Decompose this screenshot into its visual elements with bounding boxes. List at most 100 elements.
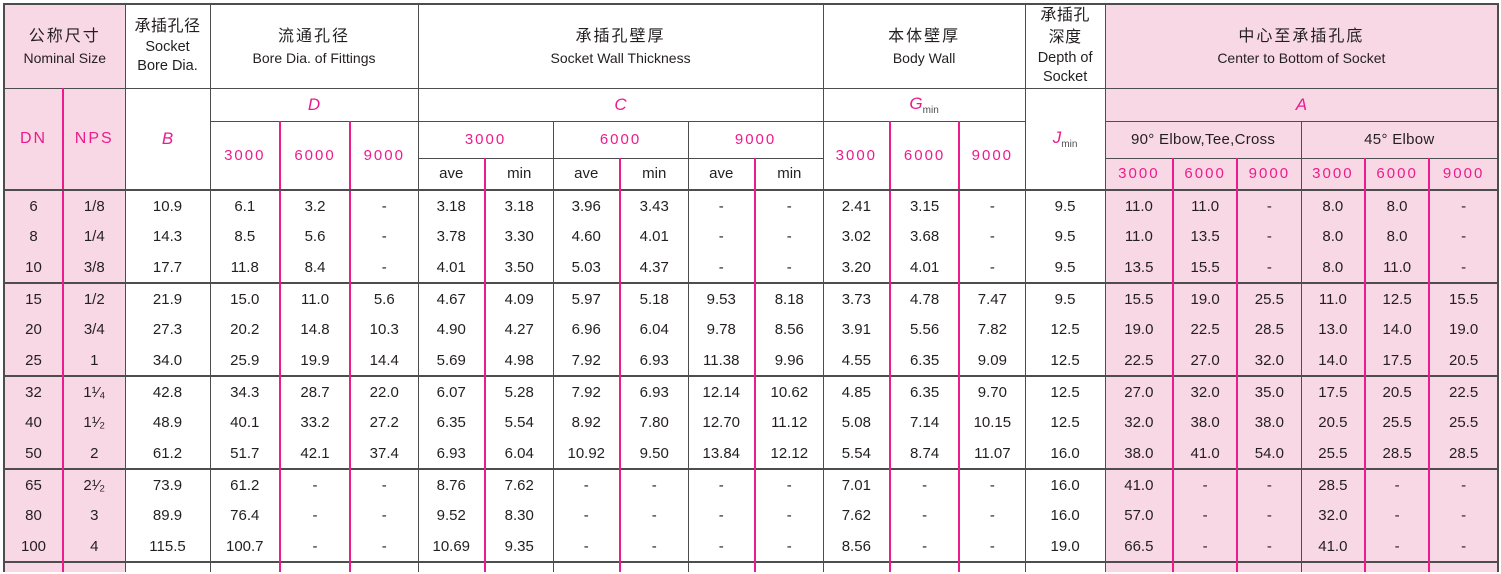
cell: 3 [63, 500, 126, 531]
cell: - [1237, 252, 1302, 283]
cell: 57.0 [1105, 500, 1175, 531]
header-a90-3000: 3000 [1105, 158, 1175, 190]
cell: 100.7 [210, 531, 282, 562]
cell: 4.01 [890, 252, 961, 283]
cell: 10.69 [418, 531, 487, 562]
cell: 16.0 [1025, 438, 1106, 469]
cell: - [1173, 500, 1239, 531]
cell: 20.5 [1301, 407, 1367, 438]
socket-depth-en2: Socket [1042, 69, 1088, 86]
header-elbow-90: 90° Elbow,Tee,Cross [1105, 121, 1302, 159]
cell: 25.5 [1301, 438, 1367, 469]
cell: 54.0 [1237, 438, 1302, 469]
cell [1237, 562, 1302, 572]
cell [553, 562, 622, 572]
cell: 6.35 [890, 376, 961, 407]
table-row: 25 1 34.0 25.9 19.9 14.4 5.69 4.98 7.92 6.93 11.38… [4, 345, 1499, 376]
body-wall-en: Body Wall [892, 50, 956, 67]
cell: 19.0 [1105, 314, 1175, 345]
cell: 3.30 [485, 221, 554, 252]
header-g-6000: 6000 [890, 121, 961, 191]
cell: 3.68 [890, 221, 961, 252]
cell: - [959, 531, 1026, 562]
cell: 61.2 [210, 469, 282, 500]
cell: 19.9 [280, 345, 352, 376]
cell: 48.9 [125, 407, 211, 438]
cell: 28.5 [1237, 314, 1302, 345]
header-c3000-ave: ave [418, 158, 487, 190]
table-body: 6 1/8 10.9 6.1 3.2-3.18 3.18 3.96 3.43- -2.41 3.1… [4, 190, 1499, 572]
socket-bore-en2: Bore Dia. [137, 58, 198, 75]
cell [1105, 562, 1175, 572]
cell: 6.96 [553, 314, 622, 345]
cell: 10.62 [755, 376, 824, 407]
cell: 8.0 [1365, 221, 1431, 252]
cell: 3/8 [63, 252, 126, 283]
cell: - [1237, 500, 1302, 531]
cell [350, 562, 419, 572]
cell: 1/8 [63, 190, 126, 221]
cell: 32.0 [1105, 407, 1175, 438]
cell: 20 [4, 314, 64, 345]
cell: 6.93 [620, 345, 689, 376]
cell: - [280, 531, 352, 562]
header-g-3000: 3000 [823, 121, 892, 191]
header-a45-3000: 3000 [1301, 158, 1367, 190]
cell: - [280, 500, 352, 531]
header-a90-6000: 6000 [1173, 158, 1239, 190]
header-sym-g: Gmin [823, 88, 1026, 122]
cell: 32 [4, 376, 64, 407]
socket-wall-en: Socket Wall Thickness [550, 50, 691, 67]
cell: 8.56 [755, 314, 824, 345]
cell: - [553, 531, 622, 562]
cell: 17.5 [1365, 345, 1431, 376]
header-row-sections: 公称尺寸 Nominal Size 承插孔径 Socket Bore Dia. … [4, 4, 1499, 89]
cell: - [959, 221, 1026, 252]
header-socket-bore: 承插孔径 Socket Bore Dia. [125, 4, 211, 89]
cell: 3/4 [63, 314, 126, 345]
cell [210, 562, 282, 572]
cell: 28.7 [280, 376, 352, 407]
cell: 15 [4, 283, 64, 314]
table-row: 15 1/2 21.9 15.0 11.0 5.6 4.67 4.09 5.97 5.18 9.53… [4, 283, 1499, 314]
cell: 12.5 [1025, 376, 1106, 407]
cell: 13.84 [688, 438, 757, 469]
cell: 7.62 [485, 469, 554, 500]
cell: 5.69 [418, 345, 487, 376]
header-c9000-min: min [755, 158, 824, 190]
cell: - [620, 500, 689, 531]
header-row-classes: 3000 6000 9000 3000 6000 9000 3000 6000 … [4, 121, 1499, 191]
cell: 1¹⁄₄ [63, 376, 126, 407]
cell: 7.47 [959, 283, 1026, 314]
cell: 5.08 [823, 407, 892, 438]
center-zh: 中心至承插孔底 [1238, 28, 1365, 46]
header-sym-a: A [1105, 88, 1499, 122]
cell: - [1429, 221, 1499, 252]
cell: 6.1 [210, 190, 282, 221]
header-c-3000: 3000 [418, 121, 554, 159]
cell: 25.5 [1237, 283, 1302, 314]
table-row: 20 3/4 27.3 20.2 14.8 10.3 4.90 4.27 6.96 6.04 9.7… [4, 314, 1499, 345]
cell: 3.96 [553, 190, 622, 221]
cell: 50 [4, 438, 64, 469]
cell: 13.5 [1173, 221, 1239, 252]
cell: 22.5 [1105, 345, 1175, 376]
cell: - [959, 469, 1026, 500]
cell: 3.91 [823, 314, 892, 345]
cell: 12.5 [1365, 283, 1431, 314]
socket-bore-zh: 承插孔径 [134, 18, 201, 36]
cell: - [1237, 190, 1302, 221]
cell: 19.0 [1173, 283, 1239, 314]
bore-fittings-zh: 流通孔径 [278, 28, 351, 46]
cell: - [1429, 252, 1499, 283]
cell: 4.85 [823, 376, 892, 407]
cell: - [890, 469, 961, 500]
cell: 11.8 [210, 252, 282, 283]
cell: 9.52 [418, 500, 487, 531]
cell: 14.4 [350, 345, 419, 376]
cell: - [688, 500, 757, 531]
center-en: Center to Bottom of Socket [1217, 50, 1386, 67]
cell: 33.2 [280, 407, 352, 438]
cell: 27.0 [1105, 376, 1175, 407]
cell: 20.5 [1365, 376, 1431, 407]
